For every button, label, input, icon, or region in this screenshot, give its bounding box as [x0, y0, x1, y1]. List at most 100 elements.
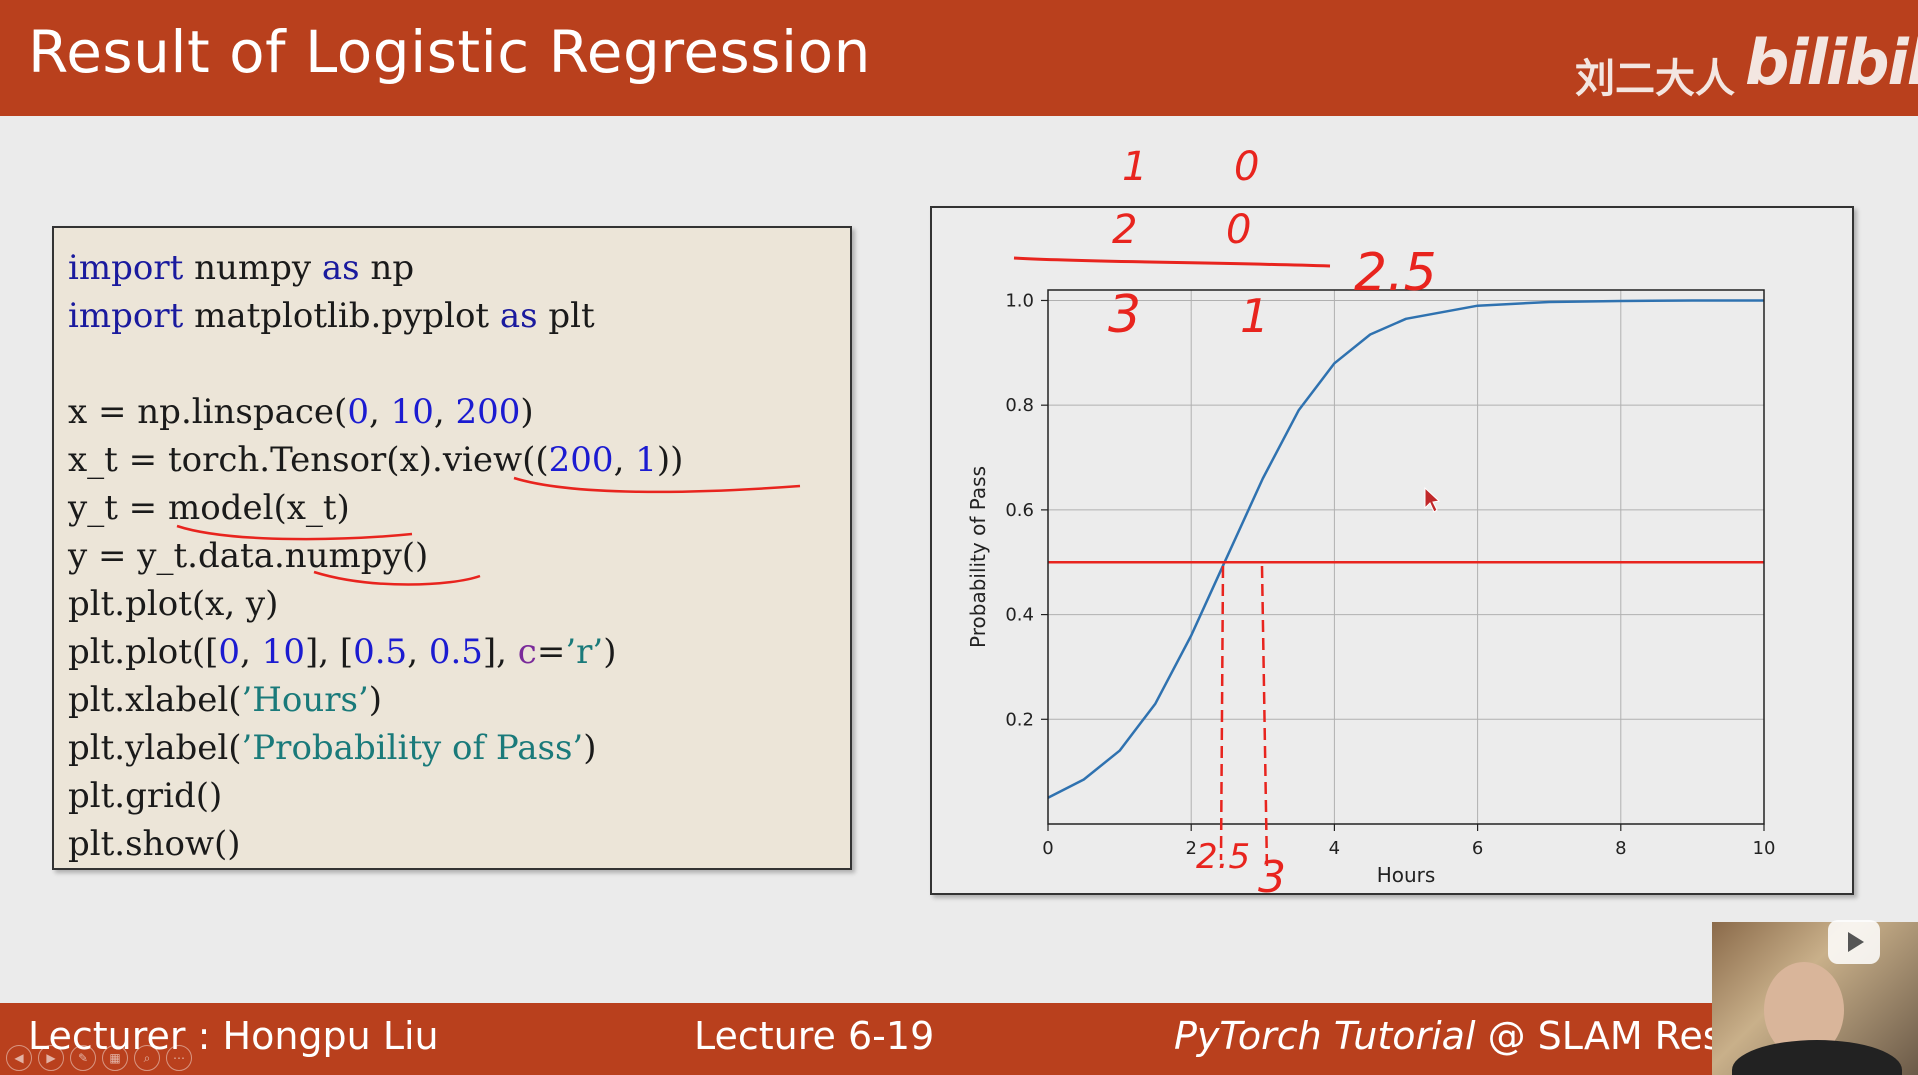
course-title-italic: PyTorch Tutorial	[1174, 1014, 1476, 1058]
code-token: as	[321, 248, 360, 288]
code-token: ],	[482, 632, 518, 672]
code-line: plt.show()	[68, 820, 241, 868]
x-tick-label: 10	[1753, 838, 1776, 859]
code-token: )	[583, 728, 597, 768]
code-token: ’Hours’	[241, 680, 369, 720]
plot-area	[1048, 290, 1764, 824]
y-axis-label: Probability of Pass	[966, 466, 990, 648]
pen-icon[interactable]: ✎	[70, 1045, 96, 1071]
code-line: y = y_t.data.numpy()	[68, 532, 428, 580]
code-token: plt.ylabel(	[68, 728, 242, 768]
code-token: ,	[613, 440, 636, 480]
code-token: plt	[537, 296, 595, 336]
more-icon[interactable]: ⋯	[166, 1045, 192, 1071]
annotation-top-row1-right: 0	[1234, 144, 1259, 190]
code-token: ,	[433, 392, 456, 432]
x-axis-label: Hours	[1377, 863, 1436, 887]
code-token: )	[603, 632, 617, 672]
code-token: 0	[347, 392, 369, 432]
code-token: ,	[407, 632, 429, 672]
code-line: x_t = torch.Tensor(x).view((200, 1))	[68, 436, 683, 484]
code-token: plt.plot(x, y)	[68, 584, 279, 624]
code-token: numpy	[183, 248, 322, 288]
code-token: x_t = torch.Tensor(x).view((	[68, 440, 549, 480]
code-token: as	[499, 296, 538, 336]
lecturer-name: Lecturer : Hongpu Liu	[28, 1014, 439, 1058]
x-tick-label: 8	[1615, 838, 1626, 859]
y-tick-label: 0.6	[1005, 500, 1034, 521]
underline-view	[513, 476, 801, 494]
lecture-number: Lecture 6-19	[694, 1014, 935, 1058]
code-line: y_t = model(x_t)	[68, 484, 350, 532]
slide-title: Result of Logistic Regression	[28, 18, 871, 86]
code-token: y_t = model(x_t)	[68, 488, 350, 528]
code-token: ))	[656, 440, 684, 480]
play-icon[interactable]	[1828, 920, 1880, 964]
code-token: ,	[368, 392, 391, 432]
y-tick-label: 0.8	[1005, 395, 1034, 416]
slide-header	[0, 0, 1918, 116]
code-token: plt.show()	[68, 824, 241, 864]
code-token: c	[517, 632, 537, 672]
code-line: plt.plot(x, y)	[68, 580, 278, 628]
code-token: ], [	[304, 632, 354, 672]
plot-frame	[1047, 289, 1765, 825]
y-tick-label: 0.2	[1005, 709, 1034, 730]
code-token: 10	[261, 632, 305, 672]
code-line: plt.plot([0, 10], [0.5, 0.5], c=’r’)	[68, 628, 616, 676]
lecturer-webcam	[1712, 922, 1918, 1075]
code-token: np	[359, 248, 415, 288]
code-token: ’r’	[565, 632, 604, 672]
brand-name: 刘二大人	[1575, 56, 1735, 102]
webcam-body	[1732, 1040, 1902, 1075]
code-line: import matplotlib.pyplot as plt	[68, 292, 595, 340]
code-token: 1	[635, 440, 657, 480]
code-token: import	[68, 248, 184, 288]
code-token: plt.xlabel(	[68, 680, 242, 720]
code-line: plt.xlabel(’Hours’)	[68, 676, 382, 724]
y-tick-label: 0.4	[1005, 605, 1034, 626]
logistic-chart: 0 2 4 6 8 10 0.2 0.4 0.6 0.8 1.0 Hours Probability o…	[966, 289, 1776, 887]
x-tick-label: 6	[1472, 838, 1483, 859]
code-block: import numpy as np import matplotlib.pypl…	[52, 226, 852, 870]
annotation-top-row1-left: 1	[1122, 144, 1147, 190]
code-token: ’Probability of Pass’	[241, 728, 584, 768]
slide-nav-controls: ◀ ▶ ✎ ▦ ⌕ ⋯	[6, 1045, 192, 1071]
code-token: 0	[218, 632, 241, 672]
bilibili-logo: bilibili	[1745, 26, 1918, 99]
code-token: )	[520, 392, 534, 432]
underline-model	[176, 524, 413, 541]
code-token: x = np.linspace(	[68, 392, 348, 432]
code-token: matplotlib.pyplot	[183, 296, 500, 336]
code-token: plt.plot([	[68, 632, 219, 672]
code-line: plt.ylabel(’Probability of Pass’)	[68, 724, 596, 772]
code-line: import numpy as np	[68, 244, 414, 292]
plot-figure: 0 2 4 6 8 10 0.2 0.4 0.6 0.8 1.0 Hours Probability o…	[930, 206, 1854, 895]
code-token: )	[368, 680, 383, 720]
x-tick-label: 2	[1185, 838, 1196, 859]
code-token: 200	[548, 440, 614, 480]
code-underlines	[176, 476, 801, 586]
slides-icon[interactable]: ▦	[102, 1045, 128, 1071]
code-line: plt.grid()	[68, 772, 222, 820]
code-token: 0.5	[353, 632, 408, 672]
code-token: 200	[455, 392, 521, 432]
code-token: import	[68, 296, 184, 336]
x-tick-label: 0	[1042, 838, 1053, 859]
underline-numpy	[313, 570, 481, 586]
y-tick-label: 1.0	[1005, 290, 1034, 311]
code-token: =	[536, 632, 566, 672]
code-token: plt.grid()	[68, 776, 223, 816]
course-title: PyTorch Tutorial @ SLAM Resea	[1174, 1014, 1769, 1058]
code-token: y = y_t.data.numpy()	[68, 536, 429, 576]
sigmoid-series-line	[1047, 299, 1764, 799]
x-tick-label: 4	[1329, 838, 1340, 859]
mouse-cursor-icon	[1424, 486, 1441, 513]
zoom-icon[interactable]: ⌕	[134, 1045, 160, 1071]
code-token: 10	[390, 392, 434, 432]
next-slide-icon[interactable]: ▶	[38, 1045, 64, 1071]
prev-slide-icon[interactable]: ◀	[6, 1045, 32, 1071]
code-line: x = np.linspace(0, 10, 200)	[68, 388, 534, 436]
code-token: 0.5	[428, 632, 483, 672]
slide-footer	[0, 1003, 1918, 1075]
